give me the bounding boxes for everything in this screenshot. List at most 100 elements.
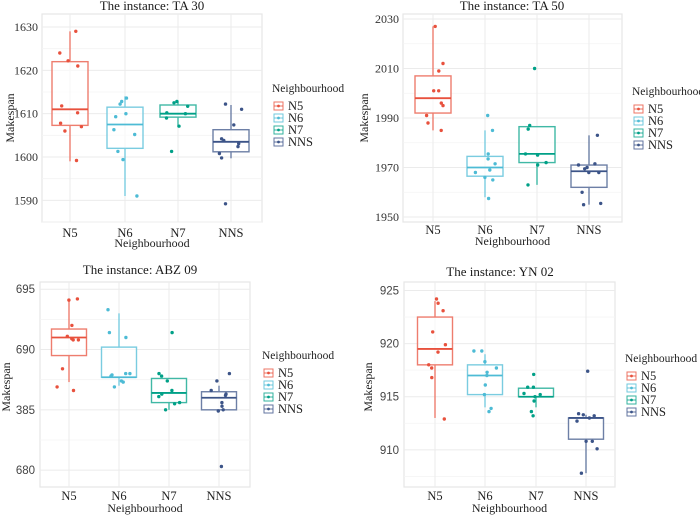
data-point xyxy=(579,471,584,475)
data-point xyxy=(433,24,437,29)
data-point xyxy=(79,125,84,129)
x-tick-label: N6 xyxy=(117,226,132,240)
box-series-n7 xyxy=(517,372,555,418)
data-point xyxy=(430,375,434,380)
data-point xyxy=(491,178,495,182)
box xyxy=(50,328,88,357)
legend-key-point xyxy=(277,128,280,132)
data-point xyxy=(112,385,117,389)
data-point xyxy=(215,379,219,383)
data-point xyxy=(439,128,443,133)
box xyxy=(567,417,605,440)
plot-area xyxy=(403,281,616,488)
x-axis-title: Neighbourhood xyxy=(472,501,547,515)
data-point xyxy=(70,323,74,328)
x-tick-label: N7 xyxy=(529,223,544,237)
data-point xyxy=(124,335,128,340)
legend-label: N5 xyxy=(648,102,663,116)
y-axis-title: Makespan xyxy=(361,362,375,411)
data-point xyxy=(522,391,526,396)
data-point xyxy=(587,416,592,420)
legend-label: N5 xyxy=(641,369,656,383)
x-tick-label: NNS xyxy=(206,489,231,503)
box xyxy=(414,75,452,114)
data-point xyxy=(169,149,174,154)
legend-key-point xyxy=(277,104,280,108)
data-point xyxy=(439,101,443,105)
data-point xyxy=(60,367,65,371)
data-point xyxy=(472,349,476,353)
x-tick-label: N7 xyxy=(161,489,176,503)
data-point xyxy=(223,202,228,206)
data-point xyxy=(236,144,240,149)
legend-label: N7 xyxy=(278,390,293,404)
box xyxy=(466,155,504,177)
data-point xyxy=(424,113,429,118)
y-tick-label: 695 xyxy=(16,284,35,296)
box xyxy=(150,377,188,404)
data-point xyxy=(526,385,530,389)
data-point xyxy=(114,115,118,119)
data-point xyxy=(58,121,63,125)
y-tick-label: 915 xyxy=(380,392,399,404)
data-point xyxy=(222,138,226,143)
data-point xyxy=(536,163,540,167)
data-point xyxy=(437,69,441,73)
data-point xyxy=(490,128,495,133)
data-point xyxy=(71,338,75,342)
data-point xyxy=(583,167,587,171)
y-tick-label: 1630 xyxy=(14,20,38,34)
legend-label: N7 xyxy=(288,123,303,137)
y-tick-label: 1610 xyxy=(14,107,38,121)
x-tick-label: NNS xyxy=(218,226,243,240)
legend-key-point xyxy=(637,131,640,135)
y-tick-label: 1600 xyxy=(14,150,38,164)
data-point xyxy=(485,373,489,378)
chart-title: The instance: TA 30 xyxy=(100,0,205,13)
y-tick-label: 1620 xyxy=(14,63,38,77)
data-point xyxy=(426,121,430,125)
data-point xyxy=(163,408,168,412)
data-point xyxy=(160,392,164,396)
x-tick-label: NNS xyxy=(573,489,598,503)
y-tick-label: 1950 xyxy=(375,210,399,224)
x-tick-label: N6 xyxy=(477,489,492,503)
data-point xyxy=(437,89,441,93)
y-axis-title: Makespan xyxy=(3,93,17,142)
data-point xyxy=(526,127,530,131)
data-point xyxy=(486,113,490,118)
data-point xyxy=(128,371,132,376)
data-point xyxy=(443,343,448,347)
data-point xyxy=(523,152,528,156)
data-point xyxy=(531,385,536,389)
box-series-n7 xyxy=(159,99,197,154)
data-point xyxy=(121,157,125,162)
legend-title: Neighbourhood xyxy=(262,350,334,362)
box-series-nns xyxy=(200,371,238,469)
data-point xyxy=(436,301,440,305)
legend-title: Neighbourhood xyxy=(625,353,697,365)
data-point xyxy=(576,163,581,167)
legend-label: NNS xyxy=(641,405,666,419)
legend-label: N5 xyxy=(288,99,303,113)
data-point xyxy=(159,374,164,378)
legend-key-point xyxy=(267,383,270,387)
x-tick-label: N6 xyxy=(111,489,126,503)
data-point xyxy=(483,360,487,364)
data-point xyxy=(581,413,585,417)
legend-label: N7 xyxy=(641,393,656,407)
data-point xyxy=(223,393,228,398)
data-point xyxy=(120,99,124,104)
data-point xyxy=(430,366,434,370)
data-point xyxy=(186,104,190,109)
box xyxy=(51,60,89,127)
y-tick-label: 920 xyxy=(380,339,399,351)
box-series-n7 xyxy=(150,330,188,412)
data-point xyxy=(597,170,601,175)
y-tick-label: 2010 xyxy=(375,61,399,75)
x-tick-label: N6 xyxy=(477,223,492,237)
data-point xyxy=(587,170,591,175)
box xyxy=(416,316,454,366)
legend-title: Neighbourhood xyxy=(272,83,344,95)
